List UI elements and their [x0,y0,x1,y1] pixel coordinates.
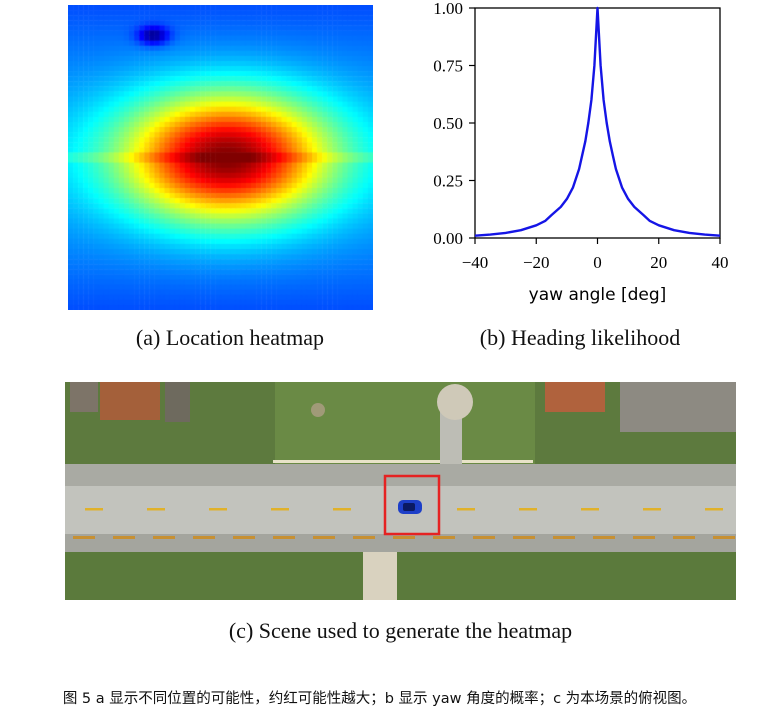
lane-dash [271,508,289,511]
lane-dash [85,508,103,511]
lane-dash [333,508,351,511]
curb-dash [473,536,495,539]
lane-dash [457,508,475,511]
scene-caption: (c) Scene used to generate the heatmap [228,618,573,643]
y-tick-label: 0.25 [433,172,463,191]
car-highlight-box [383,474,441,536]
lane-dash [209,508,227,511]
heading-caption: (b) Heading likelihood [479,325,681,350]
car-windshield [403,503,415,511]
heading-likelihood-line [474,6,721,237]
curb-dash [553,536,575,539]
curb-markings [73,536,735,539]
curb-dash [113,536,135,539]
path-circle [437,384,473,420]
x-tick-label: 40 [712,253,729,272]
curb-dash [393,536,415,539]
y-tick-label: 0.00 [433,229,463,248]
house-roof-right [545,382,605,412]
curb-dash [233,536,255,539]
x-tick-label: −20 [523,253,550,272]
y-tick-label: 0.50 [433,114,463,133]
curb-dash [193,536,215,539]
heading-likelihood-chart: 0.00 0.25 0.50 0.75 1.00 −40 −20 0 20 40 yaw angle… [433,0,729,305]
house-foundation-mid [165,382,190,422]
lane-dash [519,508,537,511]
x-tick-label: 0 [593,253,602,272]
heatmap-caption: (a) Location heatmap [135,325,325,350]
x-tick-label: 20 [650,253,667,272]
scene-top-view [65,382,736,600]
fence-lawn [273,460,533,463]
figure-caption: 图 5 a 显示不同位置的可能性，约红可能性越大；b 显示 yaw 角度的概率；… [62,691,697,707]
grass-lawn [275,382,535,464]
curb-dash [513,536,535,539]
garden-feature [311,403,325,417]
curb-dash [713,536,735,539]
x-axis-label: yaw angle [deg] [529,285,667,305]
crosswalk [363,552,397,600]
curb-dash [633,536,655,539]
curb-dash [313,536,335,539]
x-tick-label: −40 [462,253,489,272]
curb-dash [593,536,615,539]
lane-dash [643,508,661,511]
lane-dash [147,508,165,511]
plot-frame [474,7,721,239]
curb-dash [273,536,295,539]
house-roof-left [100,382,160,420]
curb-dash [433,536,455,539]
lane-markings [85,508,723,511]
y-tick-label: 1.00 [433,0,463,18]
lane-dash [705,508,723,511]
location-heatmap [68,5,373,310]
curb-dash [353,536,375,539]
house-roof-left-2 [70,382,98,412]
lane-dash [581,508,599,511]
house-roof-far-right [620,382,736,432]
curb-dash [73,536,95,539]
y-tick-label: 0.75 [433,57,463,76]
curb-dash [673,536,695,539]
curb-dash [153,536,175,539]
